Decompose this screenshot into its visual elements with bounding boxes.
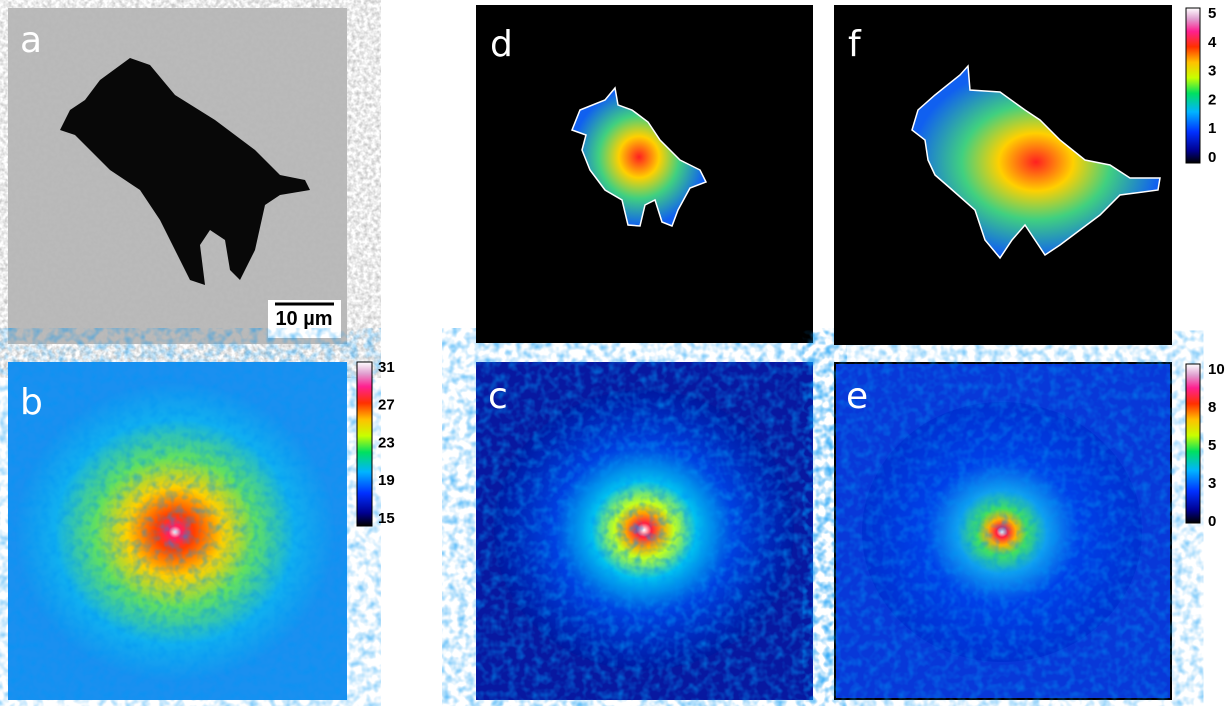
colorbar-tick-label: 5 [1208, 5, 1216, 22]
colorbar-tick-label: 4 [1208, 34, 1217, 51]
colorbar-tick-label: 8 [1208, 399, 1216, 416]
colorbar [1185, 363, 1201, 524]
object-outline [911, 64, 1161, 260]
colorbar [1185, 7, 1201, 164]
colorbar-tick-label: 23 [378, 434, 395, 451]
speckle [476, 362, 813, 700]
panel-label: c [488, 376, 508, 417]
colorbar [356, 361, 373, 527]
colorbar-tick-label: 31 [378, 359, 395, 376]
object-outline [571, 86, 708, 227]
colorbar-tick-label: 3 [1208, 475, 1216, 492]
speckle [8, 362, 347, 700]
colorbar-tick-label: 10 [1208, 361, 1225, 378]
speckle [836, 364, 1170, 698]
colorbar-tick-label: 0 [1208, 513, 1216, 530]
scale-bar-label: 10 µm [275, 308, 332, 330]
panel-label: d [490, 24, 513, 65]
panel-label: b [20, 382, 43, 423]
colorbar-tick-label: 0 [1208, 149, 1216, 166]
colorbar-tick-label: 1 [1208, 120, 1216, 137]
hole [60, 58, 310, 285]
panel-label: f [848, 24, 862, 65]
panel-label: e [846, 376, 868, 417]
colorbar-tick-label: 15 [378, 510, 395, 527]
panel-label: a [20, 20, 42, 61]
colorbar-tick-label: 19 [378, 472, 395, 489]
colorbar-tick-label: 27 [378, 397, 395, 414]
colorbar-tick-label: 3 [1208, 63, 1216, 80]
scale-bar-box [268, 300, 341, 338]
colorbar-tick-label: 5 [1208, 437, 1216, 454]
colorbar-tick-label: 2 [1208, 91, 1216, 108]
